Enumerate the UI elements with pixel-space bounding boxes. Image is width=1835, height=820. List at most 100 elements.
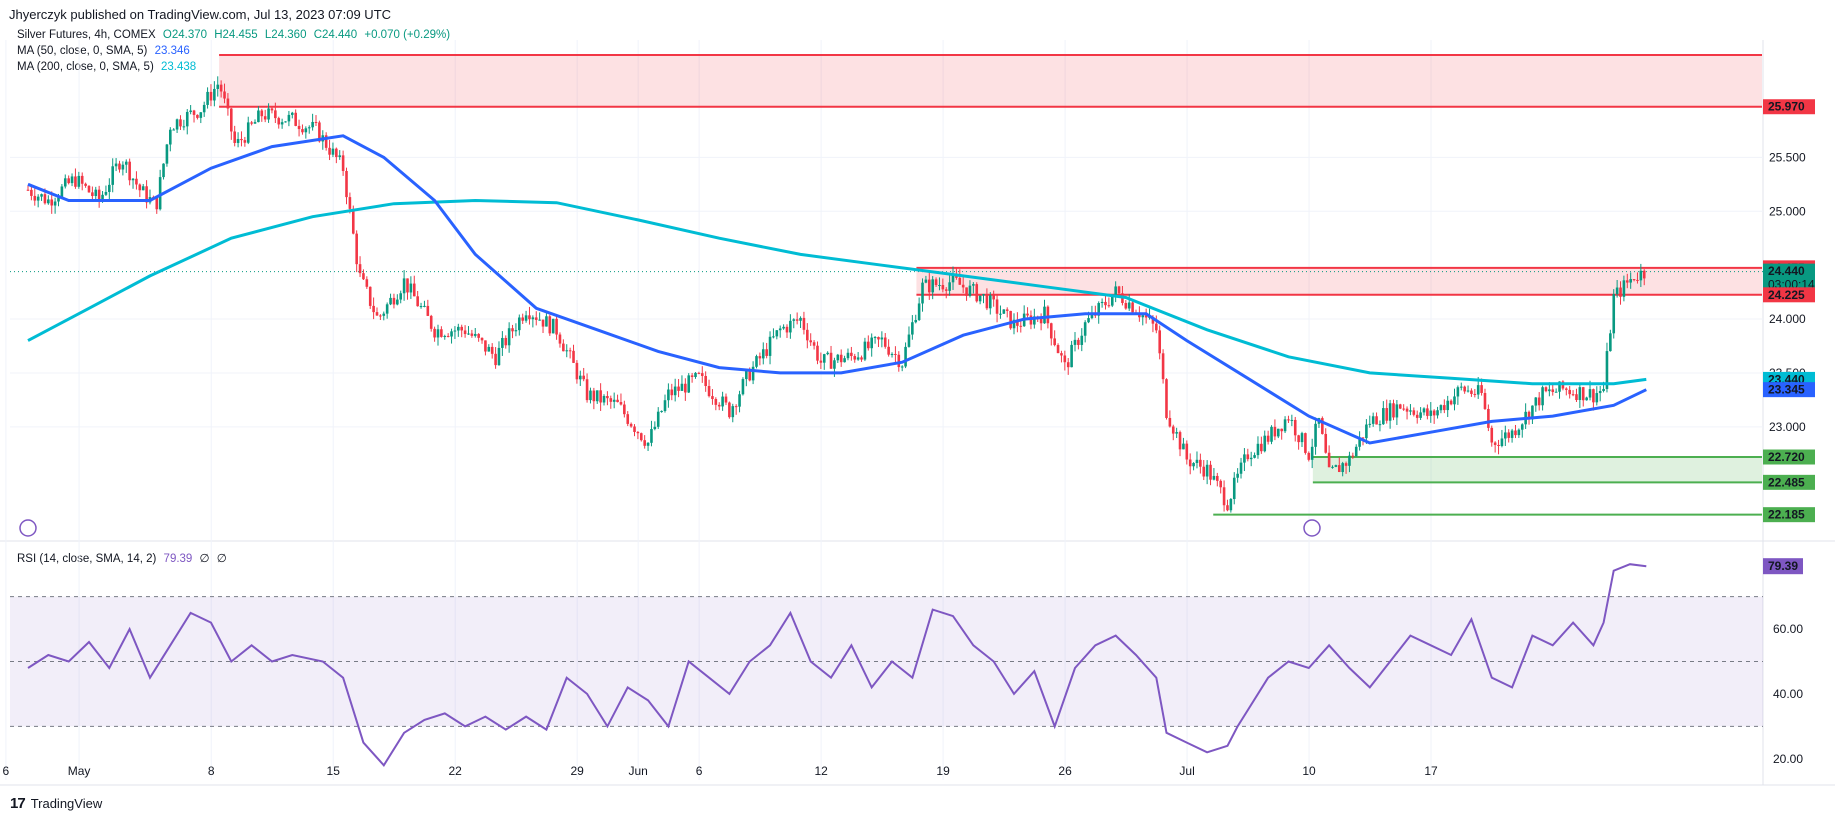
candle-body: [460, 326, 464, 331]
candle-body: [277, 118, 281, 125]
candle-body: [795, 319, 799, 321]
candle-body: [1283, 419, 1287, 432]
candle-body: [789, 320, 792, 333]
open-value: O24.370: [162, 29, 208, 41]
candle-body: [1395, 404, 1399, 418]
candle-body: [1493, 442, 1497, 445]
candle-body: [1097, 303, 1101, 316]
candle-body: [1615, 287, 1619, 295]
candle-body: [1575, 394, 1578, 401]
candle-body: [1171, 426, 1175, 434]
candle-body: [822, 354, 826, 363]
candle-body: [87, 185, 91, 193]
candle-body: [196, 114, 199, 118]
candle-body: [1625, 280, 1629, 283]
candle-body: [1033, 316, 1036, 325]
support-zone: [1312, 457, 1762, 483]
rsi-y-tick-label: 60.00: [1773, 622, 1803, 636]
candle-body: [1287, 419, 1290, 421]
candle-body: [158, 177, 162, 210]
candle-body: [724, 396, 728, 403]
candle-body: [948, 282, 951, 291]
candle-body: [1470, 390, 1473, 394]
candle-body: [883, 337, 887, 347]
candle-body: [1182, 443, 1185, 450]
candle-body: [1446, 400, 1450, 411]
x-tick-label: 6: [696, 764, 703, 778]
x-tick-label: 29: [570, 764, 584, 778]
candle-body: [155, 197, 159, 210]
candle-body: [1504, 432, 1507, 439]
candle-body: [33, 195, 37, 201]
candle-body: [1205, 464, 1209, 477]
candle-body: [1609, 333, 1612, 352]
candle-body: [785, 326, 789, 333]
candle-body: [1199, 459, 1202, 467]
candle-body: [1216, 475, 1219, 481]
candle-body: [36, 196, 40, 201]
candle-body: [199, 112, 203, 118]
x-tick-label: 12: [814, 764, 828, 778]
candle-body: [70, 176, 74, 184]
candle-body: [1263, 435, 1267, 452]
candle-body: [26, 189, 30, 191]
x-tick-label: May: [68, 764, 91, 778]
candle-body: [1541, 387, 1544, 406]
candle-body: [124, 161, 128, 165]
candle-body: [375, 312, 379, 316]
candle-body: [1578, 387, 1582, 401]
candle-body: [1354, 446, 1358, 457]
candle-body: [538, 319, 541, 321]
candle-body: [1412, 410, 1416, 415]
candle-body: [1459, 386, 1463, 388]
candle-body: [656, 411, 660, 427]
chart-canvas[interactable]: 6 May 8 15 22 29 Jun 6 12 19 26 Jul 10 17 25.500 25.000…: [0, 0, 1835, 790]
candle-body: [572, 350, 575, 363]
candle-body: [1327, 452, 1331, 468]
candle-body: [1077, 339, 1080, 345]
candle-body: [145, 186, 148, 203]
rsi-last-label: [1763, 558, 1803, 575]
ma50-line: [27, 134, 1647, 445]
candle-body: [274, 110, 277, 119]
candle-body: [209, 91, 213, 101]
candle-body: [263, 116, 267, 120]
candle-body: [1371, 416, 1375, 424]
y-tick-label: 25.500: [1769, 150, 1806, 164]
candle-body: [91, 192, 94, 197]
candle-body: [667, 389, 670, 401]
price-label-text: 22.185: [1768, 508, 1805, 522]
candle-body: [501, 337, 504, 348]
candle-body: [385, 304, 389, 314]
candle-body: [582, 375, 585, 380]
candle-body: [548, 316, 552, 334]
candle-body: [74, 176, 77, 187]
candle-body: [484, 340, 487, 352]
candle-body: [1141, 315, 1145, 318]
price-label-22-185: [1763, 507, 1815, 523]
candle-body: [1107, 305, 1111, 307]
candle-body: [650, 429, 653, 443]
candle-body: [728, 402, 731, 418]
candle-body: [653, 426, 657, 430]
candle-body: [809, 340, 813, 343]
candle-body: [202, 104, 206, 113]
candle-body: [1256, 443, 1260, 456]
x-tick-label: 17: [1424, 764, 1438, 778]
candle-body: [416, 296, 419, 307]
candle-body: [684, 383, 687, 393]
rsi-last-label-text: 79.39: [1768, 559, 1798, 573]
candle-body: [1080, 335, 1084, 345]
candle-body: [294, 112, 297, 126]
candle-body: [1463, 386, 1466, 392]
candle-body: [880, 337, 884, 340]
candle-body: [731, 406, 735, 418]
candle-body: [1497, 444, 1500, 447]
x-tick-label: 6: [3, 764, 10, 778]
candle-body: [355, 233, 358, 265]
candle-body: [975, 284, 979, 302]
candle-body: [1432, 410, 1436, 416]
x-tick-label: 22: [449, 764, 463, 778]
candle-body: [1019, 325, 1023, 327]
candle-body: [128, 161, 131, 181]
